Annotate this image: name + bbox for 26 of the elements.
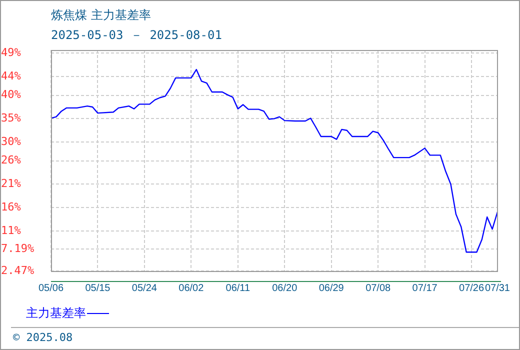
x-tick-label: 07/17 xyxy=(412,282,438,294)
chart-subtitle: 2025-05-03 － 2025-08-01 xyxy=(51,27,222,44)
y-tick-label: 40% xyxy=(1,88,22,102)
x-tick-label: 05/15 xyxy=(85,282,111,294)
x-tick-label: 06/11 xyxy=(226,282,250,294)
text: © 2025.08 xyxy=(13,331,73,344)
y-tick-label: 49% xyxy=(1,46,22,59)
y-tick-label: 21% xyxy=(1,177,22,190)
y-tick-label: 16% xyxy=(1,200,22,214)
x-tick-label: 06/29 xyxy=(318,282,344,294)
y-tick-label: 11% xyxy=(1,224,22,237)
x-tick-label: 05/06 xyxy=(38,282,64,294)
y-tick-label: 26% xyxy=(1,154,22,167)
x-tick-label: 07/31 xyxy=(484,282,510,294)
y-tick-label: 30% xyxy=(1,134,22,148)
legend-label: 主力基差率 xyxy=(26,305,86,322)
x-tick-label: 07/26 xyxy=(459,282,484,294)
chart-title: 炼焦煤 主力基差率 xyxy=(51,7,151,24)
y-tick-label: 44% xyxy=(1,69,22,82)
x-tick-label: 07/08 xyxy=(366,282,392,294)
y-tick-label: 35% xyxy=(1,112,22,125)
y-tick-label: 7.19% xyxy=(1,242,34,255)
x-tick-label: 05/24 xyxy=(132,282,158,294)
x-tick-label: 06/20 xyxy=(272,282,298,294)
y-tick-label: 2.47% xyxy=(1,264,34,277)
x-tick-label: 06/02 xyxy=(178,282,204,294)
